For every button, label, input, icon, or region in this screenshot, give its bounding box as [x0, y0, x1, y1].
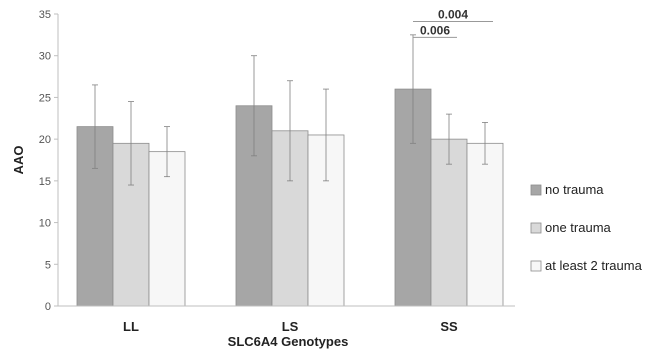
bar: [430, 138, 468, 307]
error-bar: [164, 126, 170, 178]
y-axis-label: AAO: [11, 146, 26, 175]
error-bar: [323, 88, 329, 182]
y-tick-label: 30: [39, 51, 51, 63]
legend-item: no trauma: [530, 182, 604, 197]
y-tick-label: 5: [45, 259, 51, 271]
x-tick-label: LS: [282, 319, 299, 334]
error-bar: [128, 101, 134, 186]
error-bar: [410, 34, 416, 144]
legend-swatch: [530, 184, 542, 196]
bars: [76, 88, 504, 307]
legend-label: at least 2 trauma: [545, 258, 643, 273]
annotation-label: 0.004: [438, 8, 468, 22]
legend-swatch: [530, 260, 542, 272]
annotation-label: 0.006: [420, 23, 450, 37]
y-tick-label: 20: [39, 134, 51, 146]
legend-label: no trauma: [545, 182, 604, 197]
x-tick-label: LL: [123, 319, 139, 334]
error-bar: [251, 55, 257, 157]
legend-swatch: [530, 222, 542, 234]
error-bar: [287, 80, 293, 182]
error-bars: [92, 34, 488, 186]
y-tick-label: 0: [45, 301, 51, 313]
bar: [466, 142, 504, 307]
y-tick-label: 35: [39, 9, 51, 21]
y-tick-label: 15: [39, 176, 51, 188]
y-axis: 0 5 10 15 20 25 30 35: [39, 9, 59, 313]
error-bar: [92, 84, 98, 169]
y-tick-label: 10: [39, 218, 51, 230]
x-axis: LL LS SS: [58, 305, 515, 334]
legend: no trauma one trauma at least 2 trauma: [530, 182, 643, 273]
legend-item: at least 2 trauma: [530, 258, 643, 273]
legend-item: one trauma: [530, 220, 612, 235]
error-bar: [446, 113, 452, 165]
legend-label: one trauma: [545, 220, 612, 235]
error-bar: [482, 122, 488, 165]
x-axis-label: SLC6A4 Genotypes: [228, 334, 349, 349]
x-tick-label: SS: [440, 319, 458, 334]
y-tick-label: 25: [39, 92, 51, 104]
